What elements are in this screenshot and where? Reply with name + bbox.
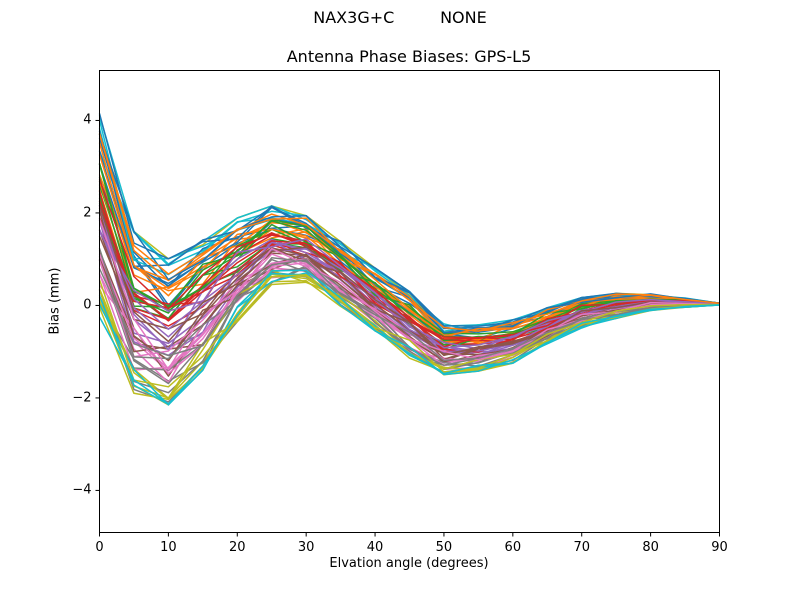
x-tick-label: 80: [642, 539, 659, 555]
x-tick-label: 40: [366, 539, 384, 555]
bias-line: [98, 133, 720, 332]
x-axis-label: Elvation angle (degrees): [329, 556, 489, 571]
y-tick-label: −2: [72, 390, 92, 406]
figure-suptitle: NAX3G+C NONE: [313, 8, 487, 27]
plot-title: Antenna Phase Biases: GPS-L5: [286, 47, 532, 66]
x-tick-label: 90: [711, 539, 728, 555]
bias-line: [98, 179, 720, 339]
bias-line: [98, 204, 720, 357]
x-tick-label: 70: [573, 539, 590, 555]
y-tick-label: −4: [72, 482, 92, 498]
y-tick-label: 2: [83, 205, 92, 221]
x-tick-label: 0: [95, 539, 104, 555]
y-tick-label: 4: [83, 112, 92, 128]
x-tick-label: 10: [160, 539, 177, 555]
bias-line: [98, 273, 720, 388]
bias-line: [98, 154, 720, 337]
bias-line: [98, 134, 720, 327]
y-tick-label: 0: [83, 297, 92, 313]
bias-line: [98, 258, 720, 362]
axes-frame: [99, 70, 720, 533]
x-tick-label: 50: [435, 539, 453, 555]
bias-line: [98, 205, 720, 354]
bias-line: [98, 272, 720, 406]
bias-line: [98, 269, 720, 405]
x-tick-label: 60: [504, 539, 522, 555]
bias-line: [98, 162, 720, 339]
x-tick-label: 20: [228, 539, 246, 555]
y-axis-label: Bias (mm): [47, 267, 63, 335]
x-tick-label: 30: [297, 539, 315, 555]
